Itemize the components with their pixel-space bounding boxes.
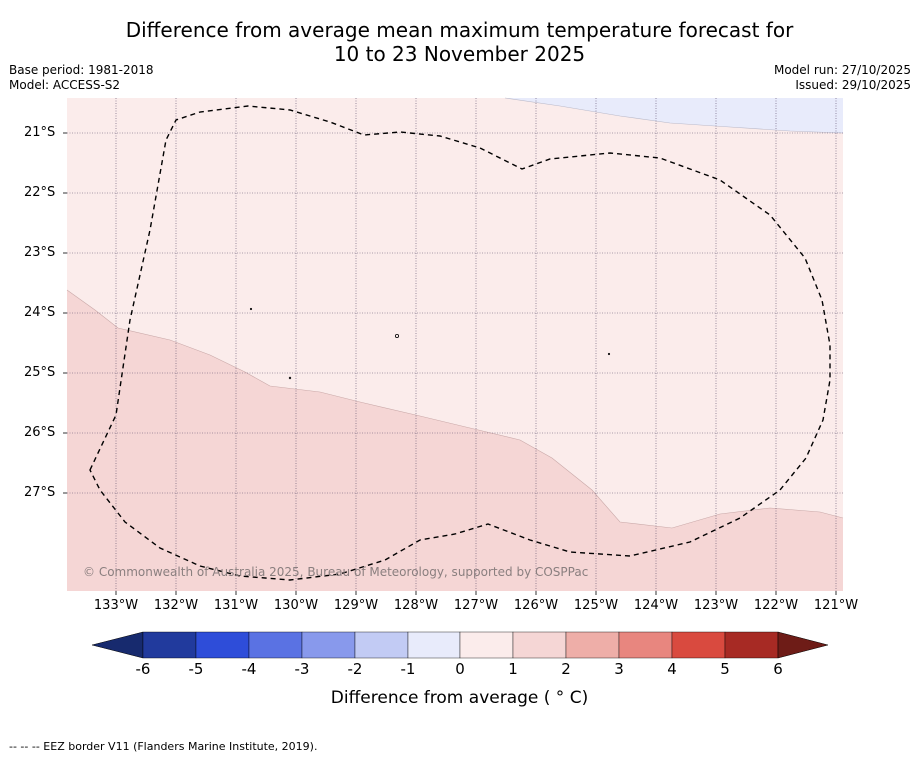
map-title: Difference from average mean maximum tem…	[0, 18, 919, 66]
meta-right: Model run: 27/10/2025 Issued: 29/10/2025	[774, 63, 911, 93]
island-3	[288, 376, 292, 380]
title-line-2: 10 to 23 November 2025	[333, 42, 586, 66]
colorbar-seg-10	[618, 631, 673, 659]
colorbar-tick: 4	[667, 660, 677, 678]
model-run: Model run: 27/10/2025	[773, 63, 911, 77]
issued-date: Issued: 29/10/2025	[795, 78, 911, 92]
colorbar	[91, 631, 829, 659]
lon-label-131: 131°W	[213, 598, 259, 613]
colorbar-tick: 3	[614, 660, 624, 678]
lon-label-129: 129°W	[333, 598, 379, 613]
lon-label-124: 124°W	[633, 598, 679, 613]
lon-label-128: 128°W	[393, 598, 439, 613]
lon-label-132: 132°W	[153, 598, 199, 613]
tick-marks	[63, 132, 837, 595]
island-2	[394, 333, 399, 338]
lon-label-121: 121°W	[813, 598, 859, 613]
colorbar-under-arrow	[91, 631, 144, 659]
band-boundary	[66, 289, 844, 529]
colorbar-tick: -2	[347, 660, 363, 678]
lat-label-22: 22°S	[24, 185, 56, 200]
base-period: Base period: 1981-2018	[9, 63, 154, 77]
lat-label-21: 21°S	[24, 125, 56, 140]
copyright: © Commonwealth of Australia 2025, Bureau…	[83, 565, 589, 579]
lat-label-24: 24°S	[24, 305, 56, 320]
colorbar-tick: -1	[400, 660, 416, 678]
gridlines	[67, 98, 843, 591]
island-4	[607, 352, 611, 356]
colorbar-seg-9	[565, 631, 620, 659]
title-line-1: Difference from average mean maximum tem…	[125, 18, 794, 42]
band-1-2	[67, 290, 843, 591]
colorbar-seg-3	[248, 631, 303, 659]
model-name: Model: ACCESS-S2	[9, 78, 121, 92]
colorbar-seg-4	[301, 631, 356, 659]
colorbar-tick: 1	[508, 660, 518, 678]
lon-label-126: 126°W	[513, 598, 559, 613]
colorbar-tick: -4	[241, 660, 257, 678]
lon-label-122: 122°W	[753, 598, 799, 613]
colorbar-tick: 5	[720, 660, 730, 678]
lon-label-127: 127°W	[453, 598, 499, 613]
colorbar-seg-11	[671, 631, 726, 659]
lon-label-123: 123°W	[693, 598, 739, 613]
band-neg1-0	[505, 98, 843, 133]
lat-label-25: 25°S	[24, 365, 56, 380]
band-boundary-blue	[504, 97, 844, 134]
colorbar-seg-6	[407, 631, 461, 659]
colorbar-tick: 2	[561, 660, 571, 678]
lat-label-23: 23°S	[24, 245, 56, 260]
lat-label-26: 26°S	[24, 425, 56, 440]
meta-left: Base period: 1981-2018 Model: ACCESS-S2	[9, 63, 154, 93]
colorbar-over-arrow	[777, 631, 829, 659]
colorbar-seg-2	[195, 631, 250, 659]
footer-legend: -- -- -- EEZ border V11 (Flanders Marine…	[9, 740, 318, 753]
colorbar-label: Difference from average ( ° C)	[330, 688, 589, 708]
colorbar-tick: 6	[773, 660, 783, 678]
lat-label-27: 27°S	[24, 485, 56, 500]
colorbar-tick: 0	[455, 660, 465, 678]
eez-border	[89, 105, 831, 581]
colorbar-seg-5	[354, 631, 409, 659]
colorbar-seg-8	[512, 631, 567, 659]
island-1	[249, 307, 253, 311]
colorbar-seg-7	[459, 631, 514, 659]
colorbar-seg-1	[142, 631, 197, 659]
lon-label-133: 133°W	[93, 598, 139, 613]
colorbar-seg-12	[724, 631, 779, 659]
lon-label-130: 130°W	[273, 598, 319, 613]
lon-label-125: 125°W	[573, 598, 619, 613]
colorbar-tick: -3	[294, 660, 310, 678]
colorbar-tick: -5	[188, 660, 204, 678]
colorbar-tick: -6	[135, 660, 151, 678]
islands	[249, 307, 611, 380]
